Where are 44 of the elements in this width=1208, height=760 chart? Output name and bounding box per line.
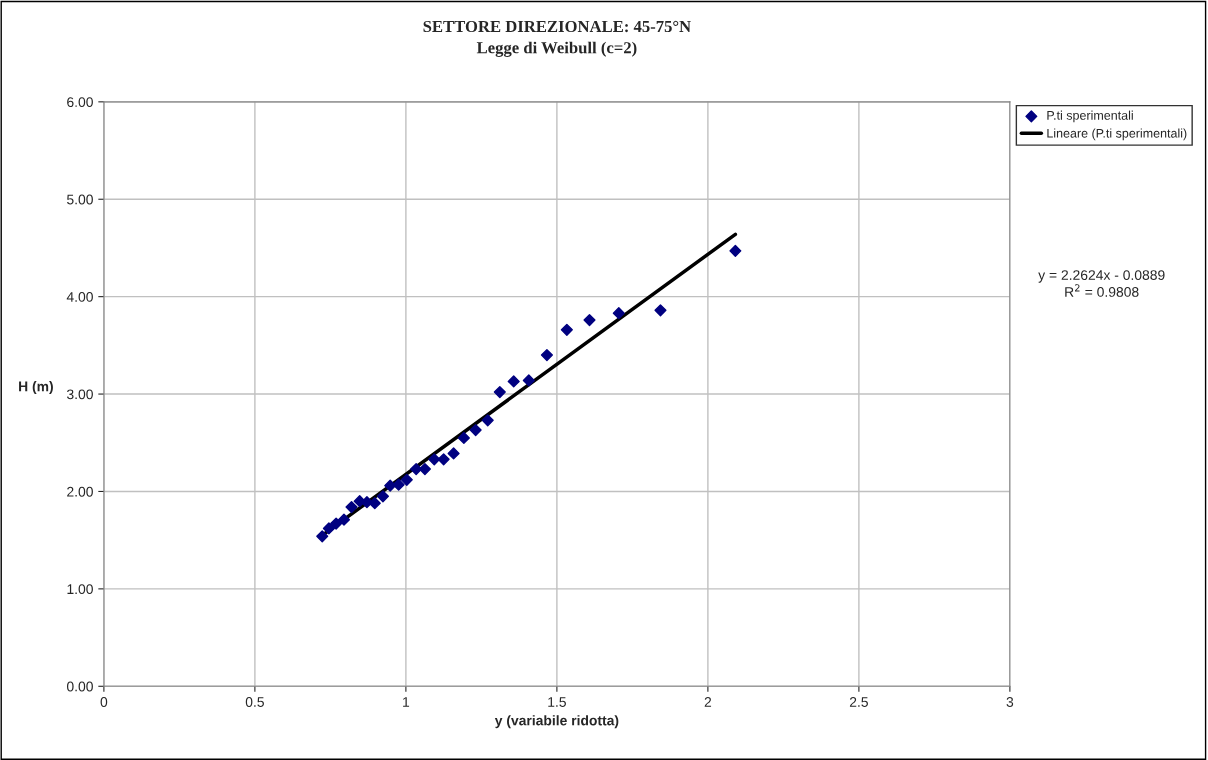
point <box>612 307 625 320</box>
point <box>345 500 358 514</box>
chart-subtitle: Legge di Weibull (c=2) <box>476 41 637 57</box>
point <box>400 473 413 486</box>
point <box>330 517 343 530</box>
y-tick-label: 3.00 <box>66 389 93 400</box>
point <box>481 414 494 427</box>
x-tick-label: 0 <box>100 697 108 707</box>
point <box>360 496 374 509</box>
point <box>457 431 470 444</box>
point <box>654 304 667 317</box>
y-tick-label: 4.00 <box>66 291 93 302</box>
point <box>337 513 351 526</box>
y-tick-label: 6.00 <box>67 97 93 108</box>
legend-label: P.ti sperimentali <box>1047 110 1133 123</box>
y-tick-label: 5.00 <box>67 194 93 205</box>
point <box>316 530 329 543</box>
x-tick-label: 1.5 <box>548 697 566 707</box>
point <box>493 386 506 399</box>
y-tick-label: 2.00 <box>67 486 93 497</box>
point <box>469 424 482 437</box>
x-tick-label: 1 <box>403 697 410 707</box>
y-tick-label: 1.00 <box>67 584 93 595</box>
x-tick-label: 3 <box>1006 697 1014 707</box>
point <box>410 462 423 476</box>
point <box>540 349 553 362</box>
point <box>522 374 535 387</box>
x-axis-title: y (variabile ridotta) <box>494 715 619 729</box>
point <box>729 244 742 257</box>
x-tick-label: 0.5 <box>245 697 264 707</box>
point <box>376 490 390 503</box>
y-axis-title: H (m) <box>19 381 53 395</box>
point <box>560 323 573 336</box>
x-tick-label: 2.5 <box>849 697 868 707</box>
point <box>447 447 460 460</box>
point <box>322 522 335 535</box>
chart-title: SETTORE DIREZIONALE: 45-75°N <box>423 20 691 33</box>
point <box>507 375 520 388</box>
point <box>583 313 596 327</box>
x-tick-label: 2 <box>704 697 712 707</box>
text: y = 2.2624x - 0.0889 R$^{2}$ = 0.9808 <box>1038 270 1165 297</box>
y-tick-label: 0.00 <box>66 681 93 692</box>
point <box>418 462 431 476</box>
legend-label: Lineare (P.ti sperimentali) <box>1047 128 1187 141</box>
